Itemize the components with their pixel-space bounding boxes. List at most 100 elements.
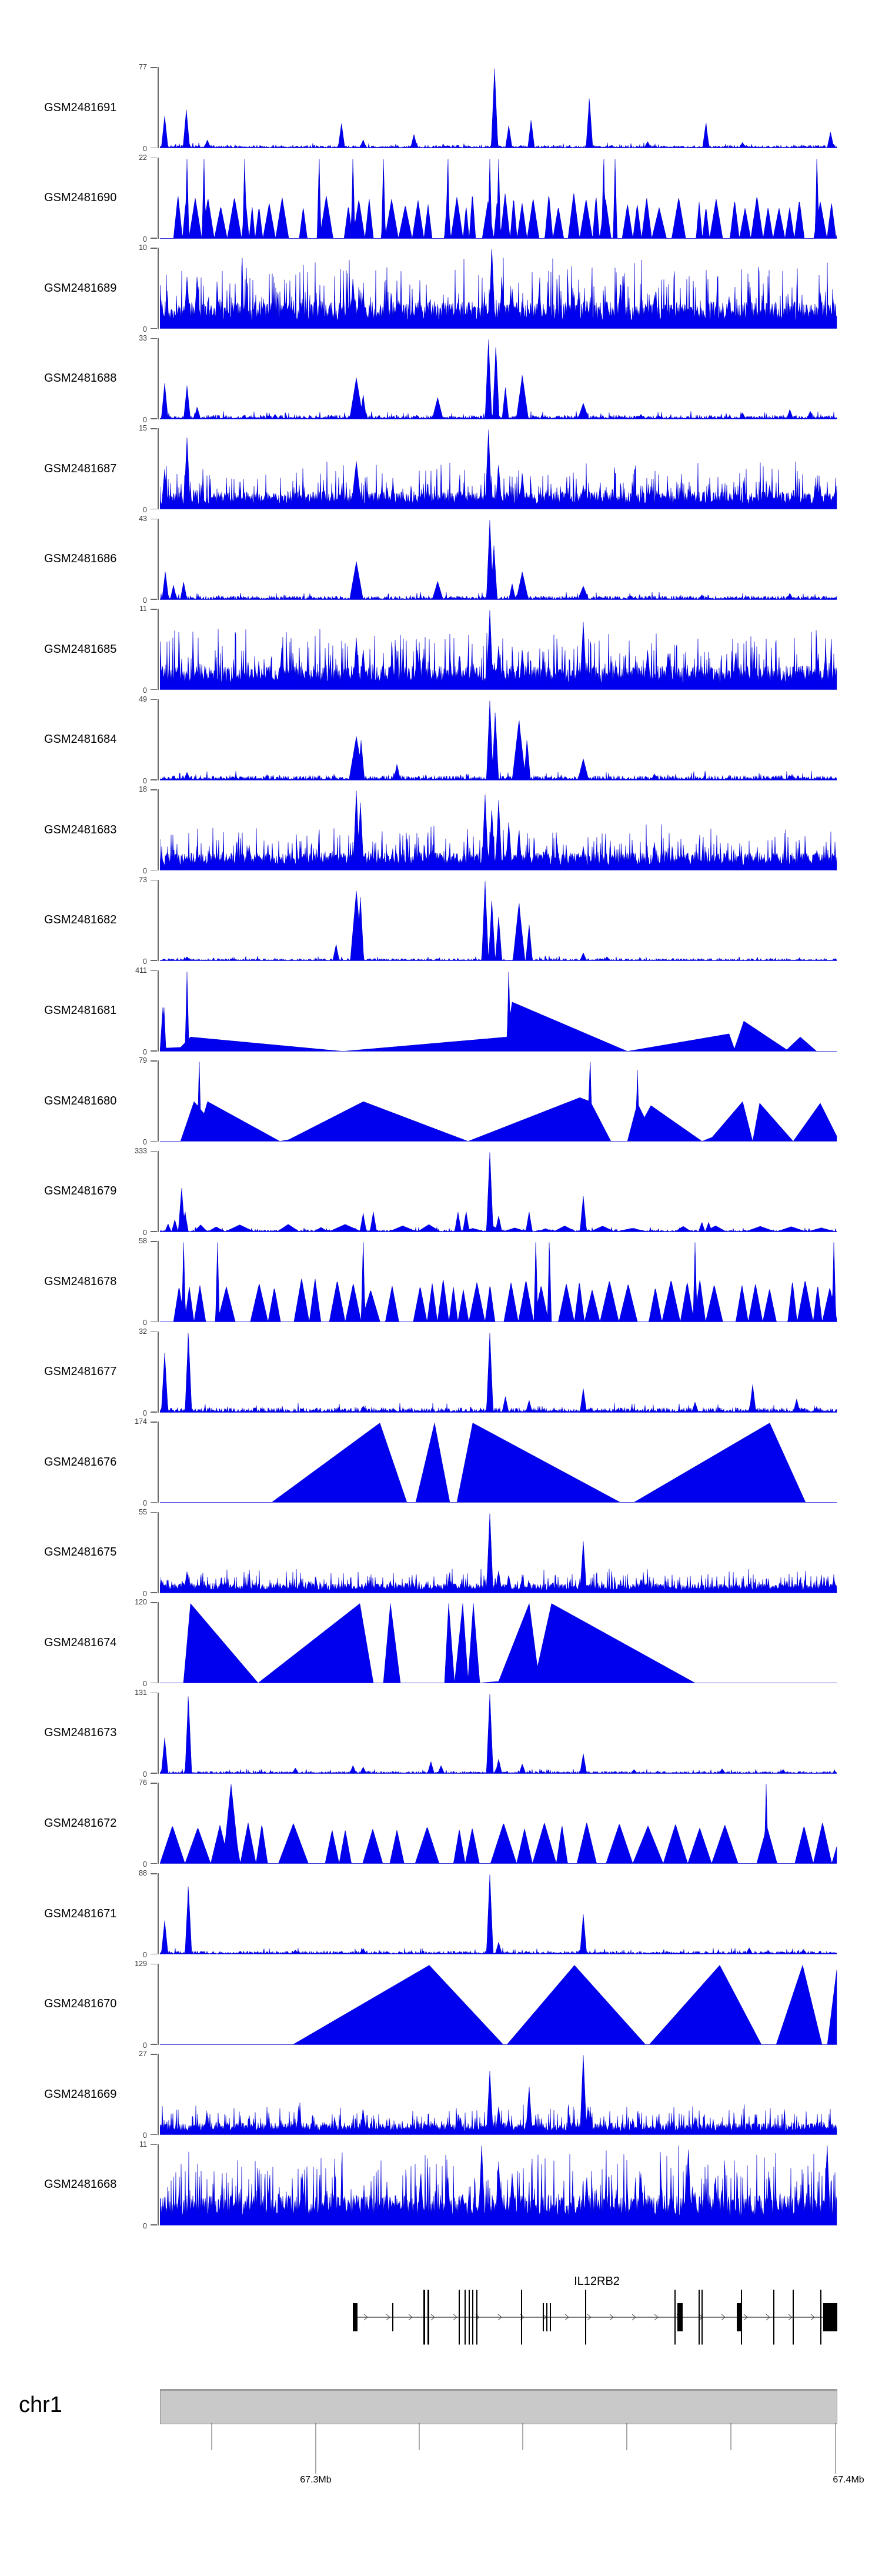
y-axis-line — [158, 1331, 159, 1413]
coverage-plot[interactable] — [160, 2144, 837, 2225]
gene-exon[interactable] — [550, 2303, 551, 2331]
coverage-plot[interactable] — [160, 1241, 837, 1322]
y-axis-zero-tick — [151, 2044, 157, 2045]
gene-exon[interactable] — [469, 2290, 470, 2345]
coverage-plot[interactable] — [160, 1964, 837, 2045]
coverage-plot[interactable] — [160, 248, 837, 329]
strand-arrow-icon — [654, 2314, 659, 2321]
gene-exon[interactable] — [699, 2290, 700, 2345]
coverage-plot[interactable] — [160, 1422, 837, 1503]
track-row: GSM2481690 22 0 — [0, 154, 882, 243]
track-label: GSM2481687 — [44, 462, 117, 475]
y-axis-zero-tick — [151, 238, 157, 239]
y-axis-zero-tick — [151, 1501, 157, 1503]
y-axis-zero-tick — [151, 1592, 157, 1593]
y-axis-max-label: 120 — [135, 1598, 147, 1607]
gene-exon[interactable] — [701, 2290, 703, 2345]
gene-exon[interactable] — [737, 2303, 741, 2331]
coverage-plot[interactable] — [160, 1060, 837, 1142]
coverage-plot[interactable] — [160, 1693, 837, 1774]
coverage-plot[interactable] — [160, 428, 837, 509]
gene-model[interactable] — [160, 2261, 837, 2388]
coverage-plot[interactable] — [160, 158, 837, 239]
coverage-plot[interactable] — [160, 519, 837, 600]
y-axis-line — [158, 1150, 159, 1232]
y-axis-max-label: 55 — [139, 1507, 147, 1516]
y-axis-zero-tick — [151, 869, 157, 871]
y-axis-top-tick — [151, 2054, 157, 2055]
track-label: GSM2481676 — [44, 1455, 117, 1469]
gene-exon[interactable] — [677, 2303, 683, 2331]
gene-exon[interactable] — [823, 2303, 837, 2331]
coverage-plot[interactable] — [160, 1873, 837, 1954]
gene-exon[interactable] — [459, 2290, 460, 2345]
y-axis-top-tick — [151, 1873, 157, 1874]
y-axis-max-label: 49 — [139, 695, 147, 703]
y-axis-zero-tick — [151, 1863, 157, 1864]
coverage-plot[interactable] — [160, 970, 837, 1052]
y-axis-zero-label: 0 — [143, 325, 147, 334]
coverage-plot[interactable] — [160, 880, 837, 961]
track-row: GSM2481673 131 0 — [0, 1689, 882, 1778]
y-axis-top-tick — [151, 1241, 157, 1242]
y-axis-zero-label: 0 — [143, 2221, 147, 2230]
coverage-plot[interactable] — [160, 699, 837, 780]
y-axis-line — [158, 338, 159, 419]
y-axis-line — [158, 1241, 159, 1323]
gene-exon[interactable] — [353, 2303, 358, 2331]
coverage-plot[interactable] — [160, 2054, 837, 2135]
gene-name-label: IL12RB2 — [574, 2275, 620, 2288]
y-axis-line — [158, 1692, 159, 1774]
gene-exon[interactable] — [820, 2290, 821, 2345]
track-label: GSM2481684 — [44, 733, 117, 746]
y-axis-zero-tick — [151, 779, 157, 780]
axis-tick-label: 67.4Mb — [833, 2475, 864, 2485]
y-axis-zero-label: 0 — [143, 235, 147, 243]
coverage-plot[interactable] — [160, 67, 837, 148]
y-axis-line — [158, 1783, 159, 1864]
gene-exon[interactable] — [543, 2303, 544, 2331]
gene-exon[interactable] — [427, 2290, 429, 2345]
y-axis-max-label: 333 — [135, 1146, 147, 1155]
gene-exon[interactable] — [585, 2290, 586, 2345]
coverage-plot[interactable] — [160, 1332, 837, 1413]
coverage-plot[interactable] — [160, 338, 837, 419]
track-label: GSM2481672 — [44, 1816, 117, 1830]
y-axis-zero-tick — [151, 1140, 157, 1142]
gene-exon[interactable] — [773, 2290, 774, 2345]
y-axis-line — [158, 879, 159, 961]
coverage-plot[interactable] — [160, 789, 837, 871]
track-row: GSM2481685 11 0 — [0, 605, 882, 695]
chromosome-bar[interactable] — [160, 2389, 837, 2424]
gene-exon[interactable] — [392, 2303, 393, 2331]
coverage-plot[interactable] — [160, 1602, 837, 1684]
coverage-plot[interactable] — [160, 609, 837, 690]
gene-exon[interactable] — [793, 2290, 794, 2345]
track-row: GSM2481687 15 0 — [0, 424, 882, 514]
track-label: GSM2481683 — [44, 823, 117, 836]
y-axis-top-tick — [151, 1150, 157, 1152]
track-row: GSM2481671 88 0 — [0, 1869, 882, 1959]
y-axis-line — [158, 1422, 159, 1503]
gene-exon[interactable] — [423, 2290, 425, 2345]
gene-exon[interactable] — [546, 2303, 547, 2331]
coverage-plot[interactable] — [160, 1783, 837, 1864]
gene-exon[interactable] — [674, 2290, 676, 2345]
gene-exon[interactable] — [465, 2290, 466, 2345]
y-axis-top-tick — [151, 248, 157, 249]
y-axis-top-tick — [151, 1331, 157, 1333]
y-axis-max-label: 77 — [139, 63, 147, 71]
y-axis-top-tick — [151, 1602, 157, 1603]
coverage-plot[interactable] — [160, 1512, 837, 1593]
gene-track: IL12RB2 — [0, 2261, 882, 2388]
coverage-plot[interactable] — [160, 1151, 837, 1232]
gene-exon[interactable] — [741, 2290, 742, 2345]
gene-exon[interactable] — [521, 2290, 522, 2345]
gene-exon[interactable] — [472, 2290, 473, 2345]
genome-axis — [211, 2423, 836, 2474]
gene-exon[interactable] — [476, 2290, 477, 2345]
y-axis-top-tick — [151, 1060, 157, 1062]
track-label: GSM2481671 — [44, 1907, 117, 1920]
track-label: GSM2481673 — [44, 1726, 117, 1740]
